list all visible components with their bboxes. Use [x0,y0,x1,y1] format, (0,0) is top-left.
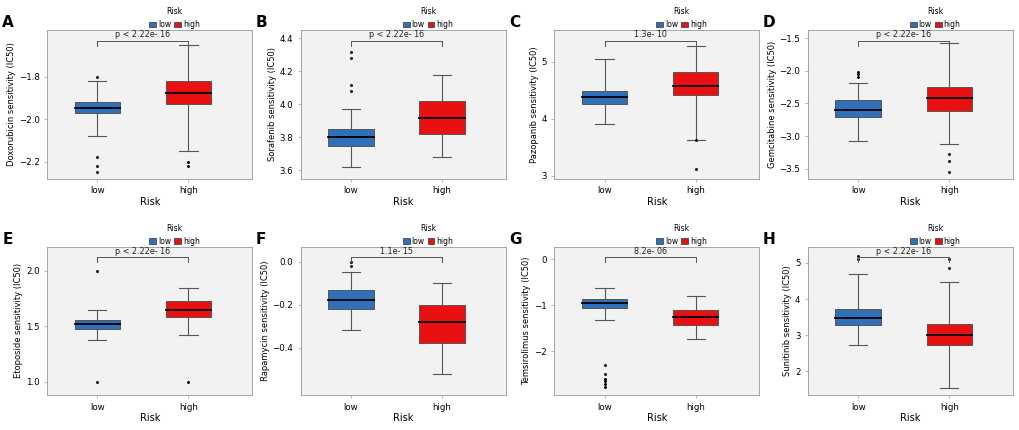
Bar [673,310,717,325]
Bar [419,305,465,344]
Text: p < 2.22e- 16: p < 2.22e- 16 [115,246,170,255]
X-axis label: Risk: Risk [646,197,666,207]
Legend: low, high: low, high [403,7,452,29]
Text: B: B [256,15,267,31]
Legend: low, high: low, high [655,7,706,29]
Legend: low, high: low, high [149,7,200,29]
Bar [328,129,373,146]
Text: p < 2.22e- 16: p < 2.22e- 16 [115,30,170,39]
Y-axis label: Rapamycin sensitivity (IC50): Rapamycin sensitivity (IC50) [260,261,269,381]
Bar [74,320,120,329]
Text: p < 2.22e- 16: p < 2.22e- 16 [369,30,424,39]
X-axis label: Risk: Risk [392,413,413,423]
X-axis label: Risk: Risk [900,413,920,423]
X-axis label: Risk: Risk [140,413,160,423]
X-axis label: Risk: Risk [392,197,413,207]
X-axis label: Risk: Risk [900,197,920,207]
Bar [835,100,880,117]
Legend: low, high: low, high [403,224,452,246]
Bar [835,309,880,325]
Bar [74,102,120,113]
Bar [581,91,627,104]
X-axis label: Risk: Risk [646,413,666,423]
Text: 1.3e- 10: 1.3e- 10 [633,30,665,39]
Legend: low, high: low, high [149,224,200,246]
Text: p < 2.22e- 16: p < 2.22e- 16 [875,30,930,39]
Bar [925,325,971,345]
Legend: low, high: low, high [655,224,706,246]
X-axis label: Risk: Risk [140,197,160,207]
Text: 1.1e- 15: 1.1e- 15 [380,246,413,255]
Y-axis label: Sunitinib sensitivity (IC50): Sunitinib sensitivity (IC50) [783,265,792,376]
Bar [165,301,211,317]
Y-axis label: Pazopanib sensitivity (IC50): Pazopanib sensitivity (IC50) [529,46,538,163]
Bar [165,81,211,104]
Y-axis label: Temsirolimus sensitivity (IC50): Temsirolimus sensitivity (IC50) [522,257,531,385]
Bar [419,101,465,134]
Bar [581,298,627,308]
Text: H: H [762,232,775,247]
Y-axis label: Etoposide sensitivity (IC50): Etoposide sensitivity (IC50) [14,263,23,378]
Bar [328,290,373,309]
Y-axis label: Sorafenib sensitivity (IC50): Sorafenib sensitivity (IC50) [268,47,276,161]
Text: A: A [2,15,14,31]
Legend: low, high: low, high [909,7,960,29]
Legend: low, high: low, high [909,224,960,246]
Y-axis label: Gemcitabine sensitivity (IC50): Gemcitabine sensitivity (IC50) [767,41,776,168]
Text: F: F [256,232,266,247]
Text: D: D [762,15,774,31]
Text: G: G [508,232,522,247]
Text: p < 2.22e- 16: p < 2.22e- 16 [875,246,930,255]
Bar [925,87,971,111]
Text: 8.2e- 06: 8.2e- 06 [633,246,666,255]
Text: E: E [2,232,12,247]
Y-axis label: Doxorubicin sensitivity (IC50): Doxorubicin sensitivity (IC50) [7,43,16,166]
Bar [673,72,717,95]
Text: C: C [508,15,520,31]
